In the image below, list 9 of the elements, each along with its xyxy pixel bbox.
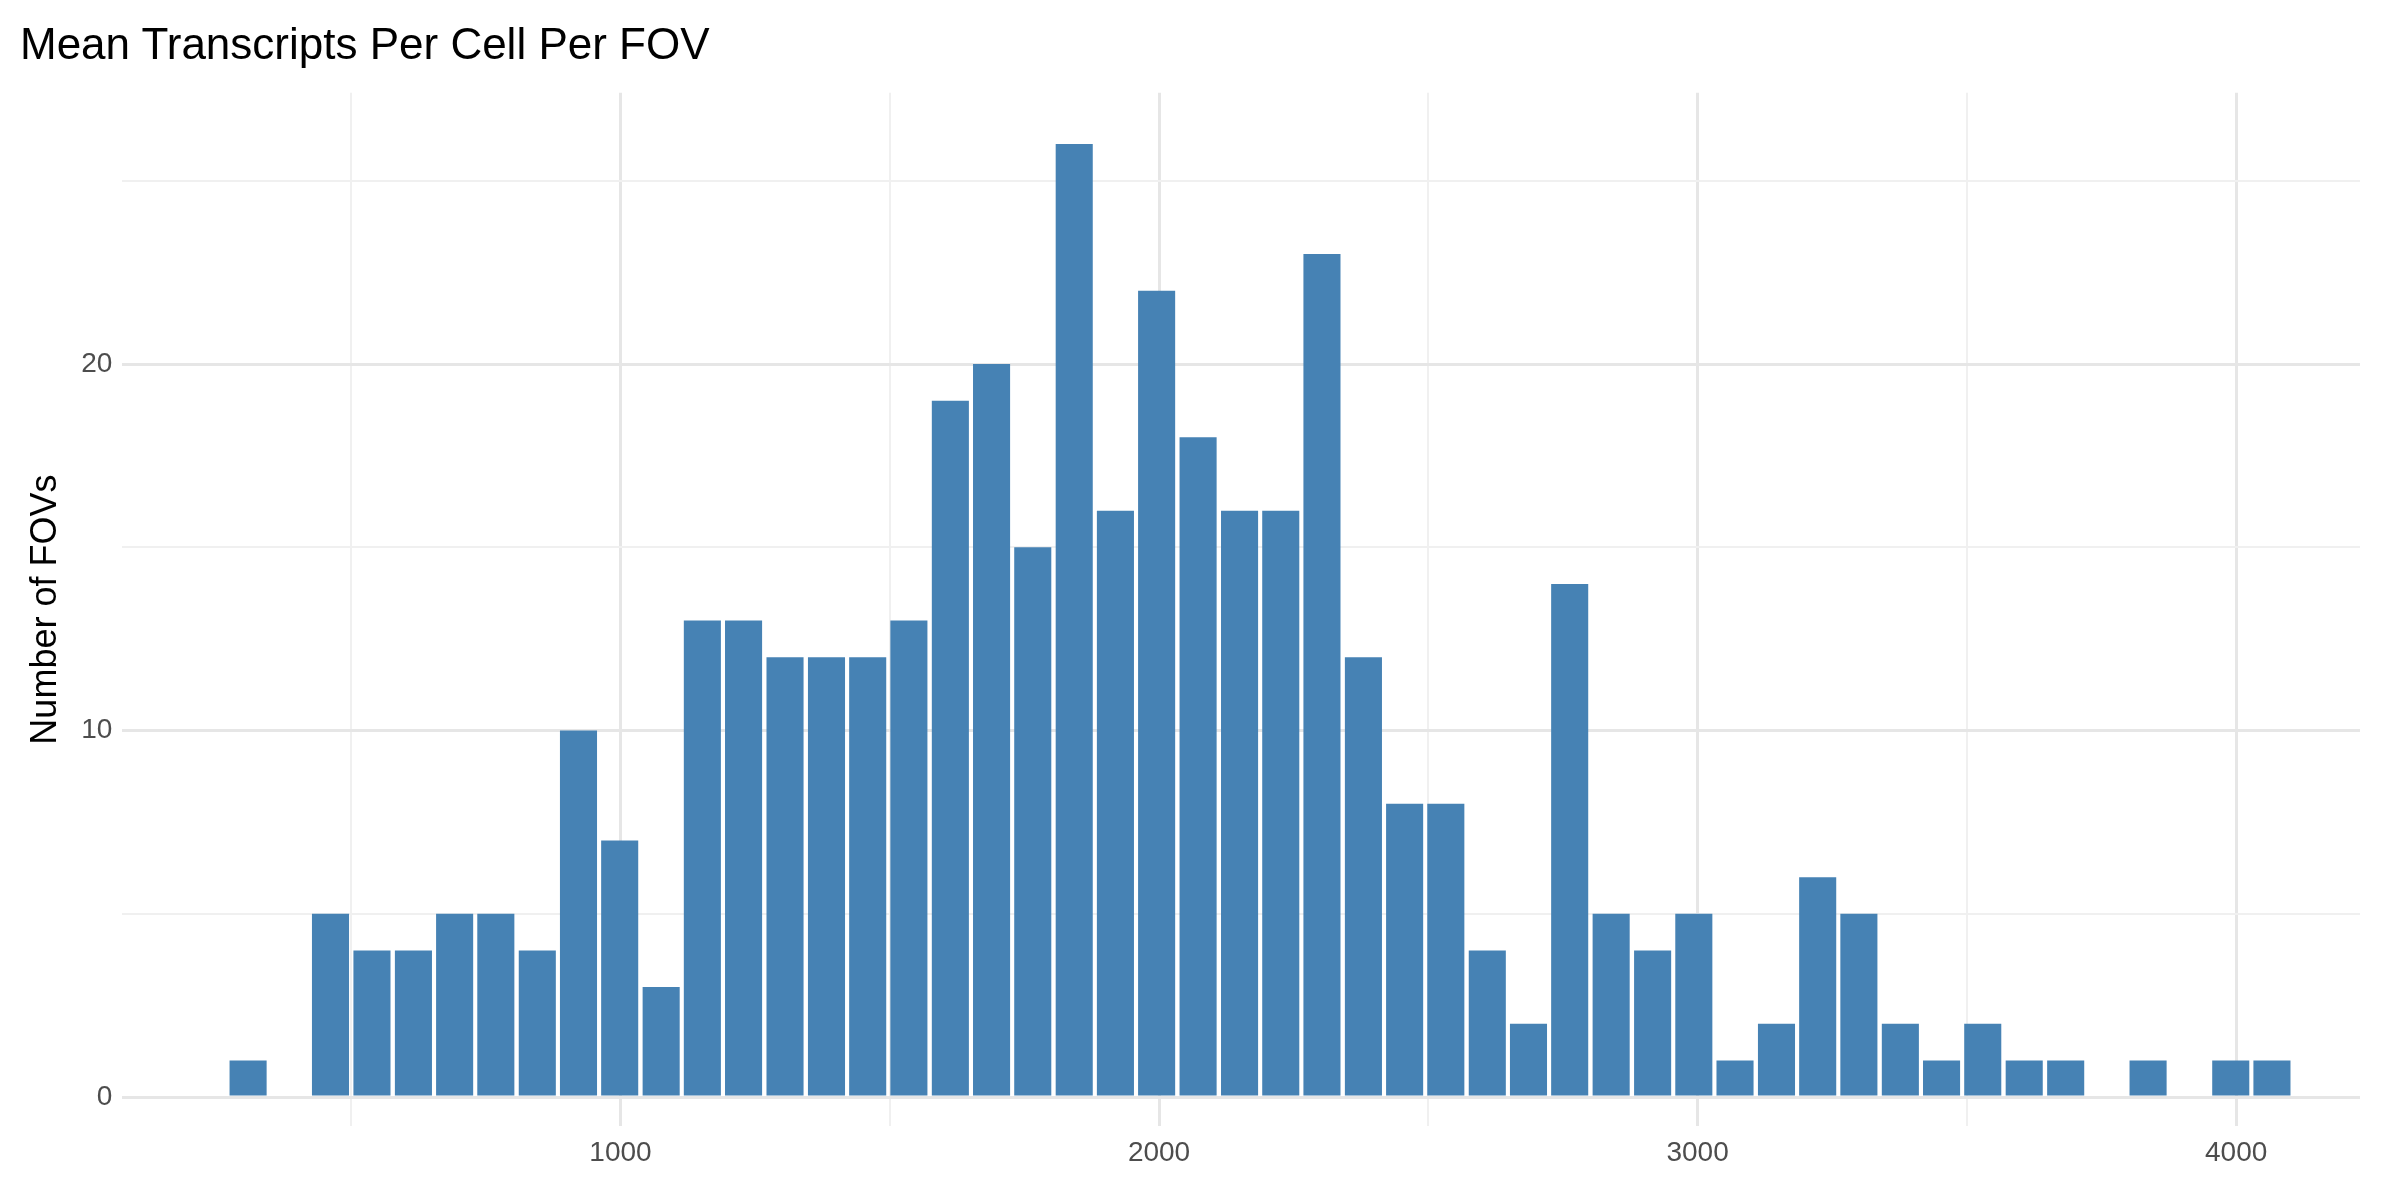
y-tick-label: 20 — [81, 346, 113, 378]
y-tick-label: 0 — [96, 1079, 113, 1111]
x-tick-label: 2000 — [1127, 1135, 1191, 1167]
x-tick-label: 3000 — [1666, 1135, 1729, 1167]
chart-title: Mean Transcripts Per Cell Per FOV — [20, 18, 711, 68]
x-tick-label: 4000 — [2204, 1135, 2268, 1167]
y-axis-title: Number of FOVs — [22, 474, 64, 745]
x-tick-label: 1000 — [589, 1135, 652, 1167]
y-tick-label: 10 — [81, 713, 113, 745]
